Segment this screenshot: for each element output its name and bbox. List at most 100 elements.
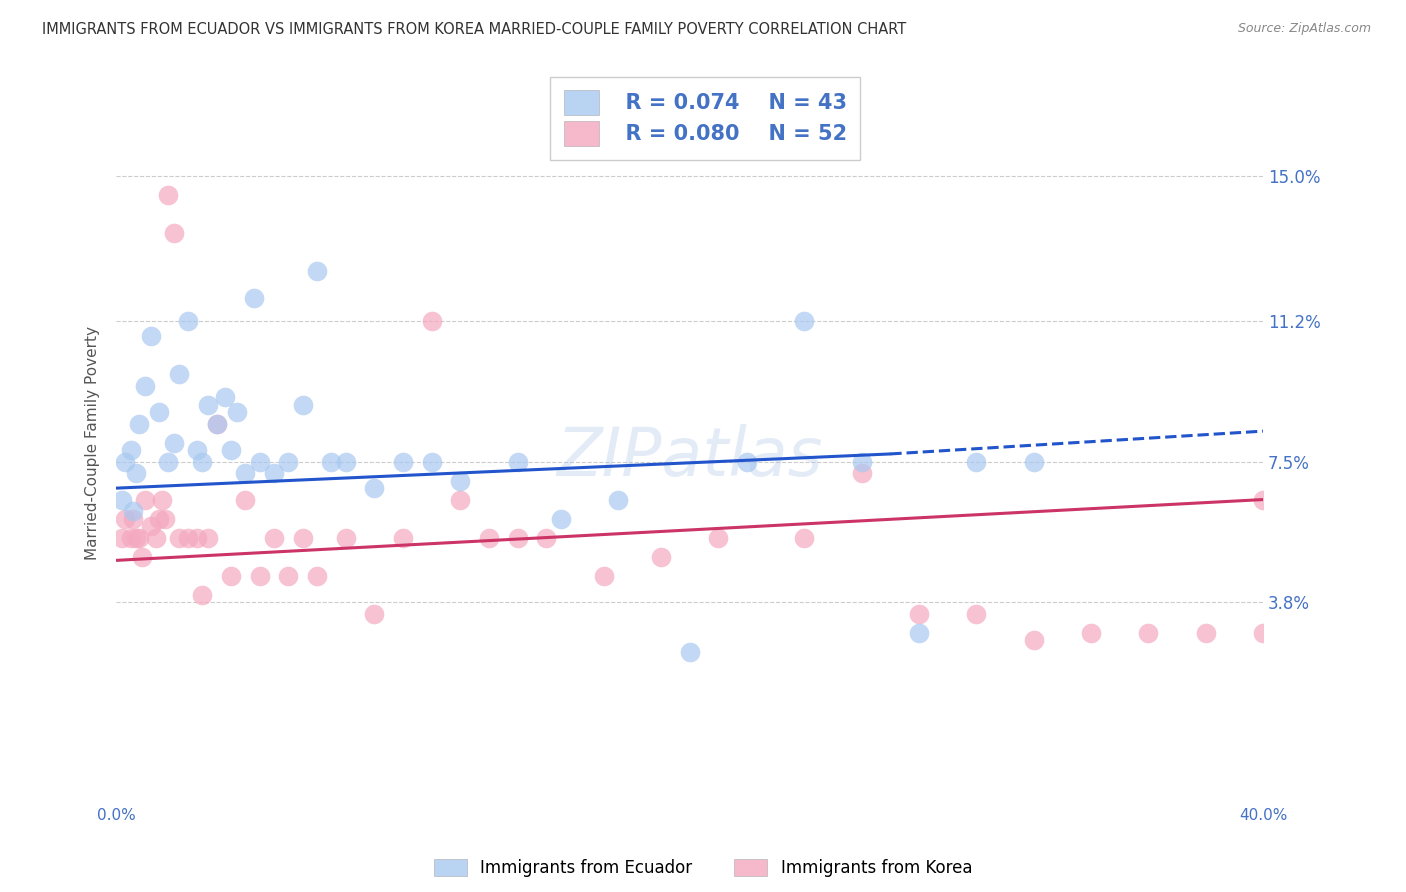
Point (128, 417, 150, 431)
Point (965, 454, 987, 468)
Point (1309, 625, 1331, 640)
Point (536, 531, 558, 545)
Point (111, 531, 134, 545)
Point (1022, 454, 1045, 468)
Point (592, 568, 614, 582)
Point (1022, 633, 1045, 648)
Text: ZIPatlas: ZIPatlas (557, 424, 823, 490)
Point (197, 531, 219, 545)
Y-axis label: Married-Couple Family Poverty: Married-Couple Family Poverty (86, 326, 100, 559)
Point (186, 443, 208, 458)
Point (156, 454, 179, 468)
Point (197, 398, 219, 412)
Point (205, 417, 228, 431)
Point (128, 531, 150, 545)
Legend: Immigrants from Ecuador, Immigrants from Korea: Immigrants from Ecuador, Immigrants from… (427, 852, 979, 884)
Point (249, 568, 271, 582)
Point (607, 492, 630, 507)
Point (233, 466, 256, 480)
Point (291, 398, 314, 412)
Point (125, 466, 148, 480)
Point (219, 443, 242, 458)
Point (162, 435, 184, 450)
Point (1137, 625, 1160, 640)
Point (205, 417, 228, 431)
Point (793, 314, 815, 328)
Point (1251, 625, 1274, 640)
Point (214, 390, 236, 404)
Point (793, 531, 815, 545)
Point (134, 378, 156, 392)
Point (243, 291, 266, 305)
Point (191, 454, 214, 468)
Point (186, 531, 208, 545)
Point (965, 607, 987, 621)
Point (335, 454, 357, 468)
Point (156, 188, 179, 202)
Point (191, 588, 214, 602)
Point (506, 454, 529, 468)
Point (134, 492, 156, 507)
Point (150, 492, 173, 507)
Point (145, 531, 167, 545)
Point (277, 568, 299, 582)
Point (908, 607, 931, 621)
Point (392, 531, 415, 545)
Point (1195, 625, 1218, 640)
Point (679, 644, 702, 658)
Point (449, 492, 471, 507)
Legend:   R = 0.074    N = 43,   R = 0.080    N = 52: R = 0.074 N = 43, R = 0.080 N = 52 (550, 77, 860, 160)
Point (169, 367, 191, 381)
Point (851, 466, 873, 480)
Point (707, 531, 730, 545)
Point (851, 454, 873, 468)
Point (120, 531, 142, 545)
Point (550, 511, 572, 525)
Point (162, 227, 184, 241)
Point (735, 454, 758, 468)
Point (321, 454, 343, 468)
Point (335, 531, 357, 545)
Point (114, 454, 136, 468)
Point (305, 264, 328, 278)
Point (420, 314, 443, 328)
Point (114, 511, 136, 525)
Point (908, 625, 931, 640)
Point (148, 405, 170, 419)
Point (177, 314, 200, 328)
Point (420, 454, 443, 468)
Point (263, 466, 285, 480)
Point (131, 549, 153, 564)
Point (1080, 625, 1102, 640)
Point (249, 454, 271, 468)
Point (120, 443, 142, 458)
Point (305, 568, 328, 582)
Text: Source: ZipAtlas.com: Source: ZipAtlas.com (1237, 22, 1371, 36)
Point (392, 454, 415, 468)
Point (148, 511, 170, 525)
Point (233, 492, 256, 507)
Point (153, 511, 176, 525)
Point (225, 405, 247, 419)
Point (363, 481, 385, 495)
Point (263, 531, 285, 545)
Point (291, 531, 314, 545)
Point (650, 549, 672, 564)
Point (506, 531, 529, 545)
Point (478, 531, 501, 545)
Point (177, 531, 200, 545)
Point (122, 511, 145, 525)
Point (1251, 492, 1274, 507)
Point (363, 607, 385, 621)
Point (449, 474, 471, 488)
Point (277, 454, 299, 468)
Point (219, 568, 242, 582)
Text: IMMIGRANTS FROM ECUADOR VS IMMIGRANTS FROM KOREA MARRIED-COUPLE FAMILY POVERTY C: IMMIGRANTS FROM ECUADOR VS IMMIGRANTS FR… (42, 22, 907, 37)
Point (169, 531, 191, 545)
Point (1367, 625, 1389, 640)
Point (111, 492, 134, 507)
Point (139, 329, 162, 343)
Point (125, 531, 148, 545)
Point (122, 504, 145, 518)
Point (139, 519, 162, 533)
